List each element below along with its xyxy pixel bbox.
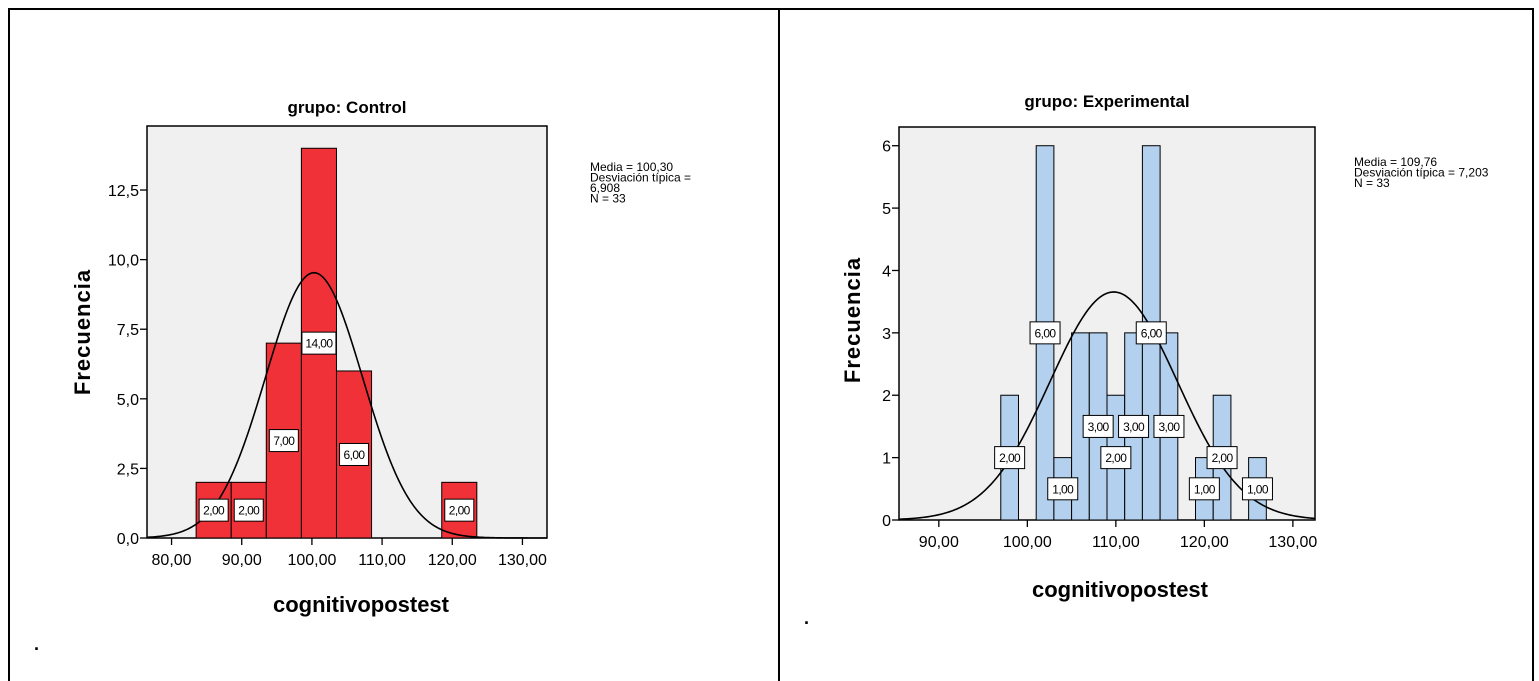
stats-line: Desviación típica = 7,203 <box>1354 166 1489 180</box>
y-tick-label: 5 <box>882 201 891 218</box>
x-tick-label: 100,00 <box>1003 534 1052 551</box>
y-tick-label: 3 <box>882 326 891 343</box>
y-axis-label: Frecuencia <box>840 257 865 383</box>
data-label: 1,00 <box>1194 482 1216 496</box>
x-tick-label: 120,00 <box>428 552 477 569</box>
x-tick-label: 130,00 <box>498 552 547 569</box>
x-tick-label: 90,00 <box>222 552 262 569</box>
data-label: 1,00 <box>1247 482 1269 496</box>
y-tick-label: 10,0 <box>108 253 139 270</box>
chart-title: grupo: Experimental <box>1024 92 1189 111</box>
x-tick-label: 110,00 <box>1092 534 1140 551</box>
stats-line: N = 33 <box>1354 176 1390 190</box>
stats-line: 6,908 <box>590 181 620 195</box>
y-tick-label: 5,0 <box>117 392 139 409</box>
data-label-box <box>268 429 299 453</box>
y-tick-label: 2 <box>882 388 891 405</box>
footnote: . <box>804 608 809 628</box>
data-label: 6,00 <box>1035 326 1057 340</box>
stats-line: Media = 100,30 <box>590 160 673 174</box>
y-axis-label: Frecuencia <box>70 269 95 395</box>
y-tick-label: 6 <box>882 139 891 156</box>
histogram-experimental: grupo: Experimental 2,00 6,00 1,00 3,00 2,00 3… <box>804 92 1489 628</box>
x-tick-label: 130,00 <box>1268 534 1317 551</box>
data-label: 2,00 <box>1105 451 1127 465</box>
data-label: 7,00 <box>273 434 295 448</box>
data-label-box <box>1100 446 1132 470</box>
stats-line: Media = 109,76 <box>1354 155 1437 169</box>
data-label: 6,00 <box>344 448 366 462</box>
x-tick-label: 80,00 <box>152 552 192 569</box>
data-label: 3,00 <box>1123 420 1145 434</box>
data-label: 2,00 <box>449 504 471 518</box>
data-label: 6,00 <box>1141 326 1163 340</box>
histogram-control: grupo: Control 2,00 2,00 7,00 14,00 6,00 2,00 0… <box>34 98 691 654</box>
x-axis-label: cognitivopostest <box>1032 577 1209 602</box>
data-label-box <box>301 331 337 355</box>
data-label-box <box>1241 477 1273 501</box>
data-label-box <box>1135 321 1167 345</box>
x-tick-label: 110,00 <box>358 552 406 569</box>
data-label: 3,00 <box>1088 420 1110 434</box>
data-label-box <box>1188 477 1220 501</box>
data-label-box <box>994 446 1026 470</box>
data-label-box <box>1153 414 1185 438</box>
data-label-box <box>1082 414 1114 438</box>
data-label: 2,00 <box>238 504 260 518</box>
stats-line: Desviación típica = <box>590 171 691 185</box>
data-label: 14,00 <box>305 337 333 351</box>
data-label-box <box>1206 446 1238 470</box>
data-label-box <box>198 498 229 522</box>
y-tick-label: 0 <box>882 513 891 530</box>
x-tick-label: 90,00 <box>919 534 959 551</box>
x-tick-label: 100,00 <box>287 552 336 569</box>
data-label-box <box>1029 321 1061 345</box>
data-label: 2,00 <box>1212 451 1234 465</box>
data-label: 1,00 <box>1052 482 1074 496</box>
x-tick-label: 120,00 <box>1180 534 1229 551</box>
y-tick-label: 4 <box>882 263 891 280</box>
outer-border <box>8 8 1534 681</box>
data-label-box <box>1047 477 1079 501</box>
data-label-box <box>233 498 264 522</box>
stats-line: N = 33 <box>590 192 626 206</box>
y-tick-label: 1 <box>882 451 891 468</box>
data-label: 3,00 <box>1158 420 1180 434</box>
data-label: 2,00 <box>999 451 1021 465</box>
x-axis-label: cognitivopostest <box>273 592 450 617</box>
y-tick-label: 0,0 <box>117 531 139 548</box>
chart-title: grupo: Control <box>288 98 407 117</box>
footnote: . <box>34 634 39 654</box>
y-tick-label: 2,5 <box>117 461 139 478</box>
data-label: 2,00 <box>203 504 225 518</box>
data-label-box <box>339 442 370 466</box>
y-tick-label: 7,5 <box>117 322 139 339</box>
data-label-box <box>1118 414 1150 438</box>
data-label-box <box>444 498 475 522</box>
y-tick-label: 12,5 <box>108 183 139 200</box>
